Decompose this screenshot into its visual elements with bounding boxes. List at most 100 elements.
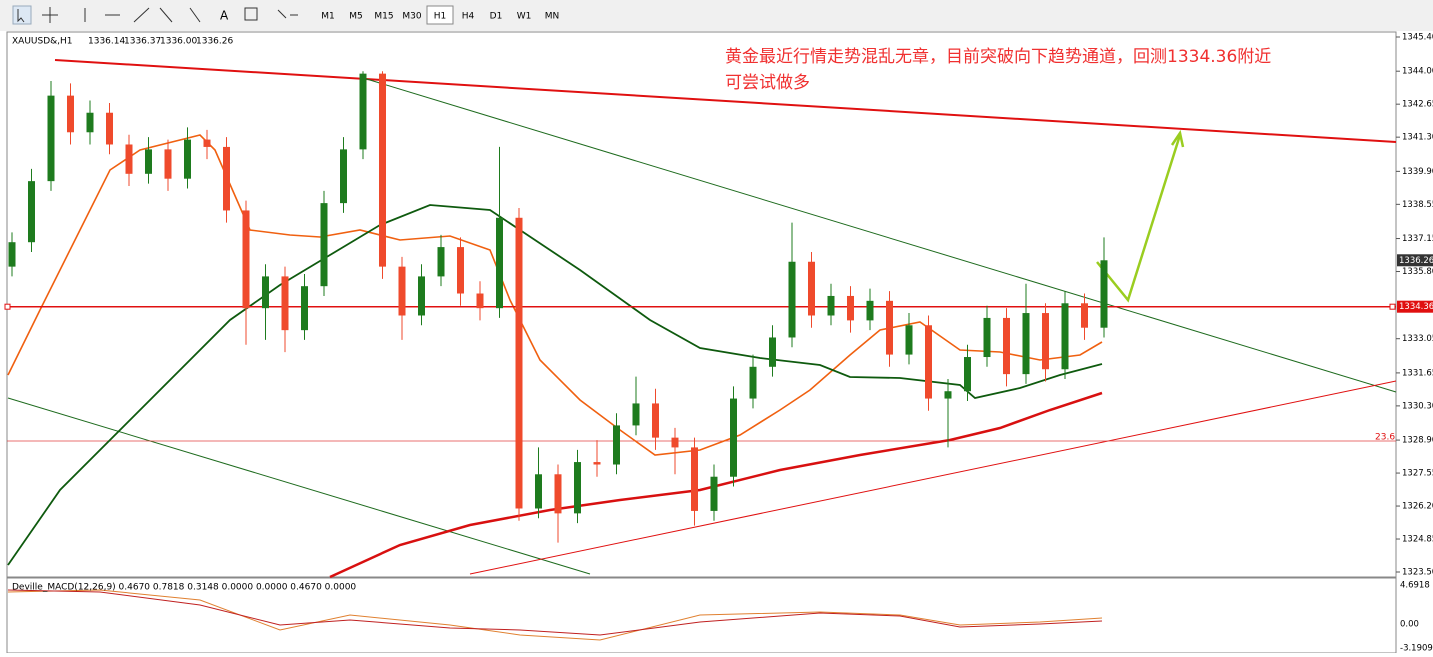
moving-average [329, 391, 1103, 579]
candle-body [262, 276, 269, 309]
price-tick-label: 1328.90 [1402, 436, 1433, 446]
level-handle [4, 303, 11, 310]
timeframe-bar: M1 M5 M15 M30 H1 H4 D1 W1 MN [315, 5, 565, 25]
channel-line [7, 397, 591, 575]
candle-body [944, 391, 952, 399]
chart-area [6, 31, 1397, 578]
candle-body [1100, 260, 1108, 328]
candle-body [574, 462, 581, 514]
candle-body [223, 146, 230, 211]
downtrend-line [54, 59, 1397, 143]
candle-body [983, 317, 991, 358]
candle-body [866, 300, 874, 321]
candle-body [886, 300, 893, 355]
annotation: 可尝试做多 [725, 73, 810, 93]
timeframe-button[interactable] [483, 6, 509, 24]
candle-body [964, 357, 971, 392]
candle-body [827, 295, 835, 316]
candle-body [203, 139, 211, 147]
price-tick-label: 1326.20 [1402, 502, 1433, 512]
candle-body [691, 447, 698, 511]
ohlc-value: 1336.37 [124, 37, 161, 47]
price-tick-label: 1323.50 [1402, 568, 1433, 578]
macd-signal [7, 589, 1103, 636]
timeframe-label: M5 [349, 12, 363, 22]
annotation: 黄金最近行情走势混乱无章，目前突破向下趋势通道，回测1334.36附近 [725, 47, 1271, 67]
price-tick-label: 1342.65 [1402, 100, 1433, 110]
candle-body [613, 425, 620, 465]
fib-label: 23.6 [1375, 433, 1395, 443]
moving-average [7, 134, 1103, 456]
level-handle [1389, 303, 1396, 310]
timeframe-label: M1 [321, 12, 335, 22]
arrow-head [1170, 129, 1185, 148]
timeframe-button[interactable] [539, 6, 565, 24]
price-tick-label: 1344.00 [1402, 67, 1433, 77]
candle-body [106, 112, 113, 145]
price-tick-label: 1337.15 [1402, 234, 1433, 244]
ohlc-value: 1336.00 [160, 37, 197, 47]
candle-body [593, 462, 601, 465]
timeframe-label: M15 [374, 12, 393, 22]
timeframe-button[interactable] [343, 6, 369, 24]
candle-body [632, 403, 640, 426]
svg-text:A: A [220, 9, 229, 23]
candle-body [1042, 313, 1049, 370]
price-tick-label: 1345.40 [1402, 33, 1433, 43]
uptrend-line [469, 380, 1397, 575]
timeframe-button[interactable] [455, 6, 481, 24]
ohlc-value: 1336.26 [196, 37, 233, 47]
candle-body [1003, 317, 1010, 375]
candle-body [340, 149, 347, 204]
candle-body [164, 149, 172, 179]
candle-body [515, 217, 523, 509]
candle-body [242, 210, 250, 309]
candle-body [184, 139, 191, 179]
timeframe-label: H1 [434, 12, 447, 22]
price-tick-label: 1335.80 [1402, 267, 1433, 277]
price-marker [1397, 254, 1433, 267]
candle-body [437, 247, 445, 277]
price-tick-label: 1324.85 [1402, 535, 1433, 545]
candle-body [788, 261, 796, 338]
timeframe-label: M30 [402, 12, 421, 22]
price-tick-label: 1333.05 [1402, 334, 1433, 344]
timeframe-label: W1 [517, 12, 532, 22]
candle-body [1081, 303, 1088, 328]
candle-body [379, 73, 386, 267]
price-tick-label: 1339.90 [1402, 167, 1433, 177]
candle-body [749, 366, 757, 399]
candle-body [535, 474, 542, 509]
timeframe-button[interactable] [371, 6, 397, 24]
timeframe-button[interactable] [511, 6, 537, 24]
candle-body [359, 73, 367, 150]
candle-body [652, 403, 659, 438]
candle-body [125, 144, 133, 174]
price-marker-label: 1334.36 [1399, 302, 1433, 312]
candle-body [847, 295, 854, 321]
candle-body [8, 242, 16, 267]
timeframe-button[interactable] [399, 6, 425, 24]
timeframe-button[interactable] [426, 5, 454, 25]
symbol: XAUUSD&,H1 [12, 37, 73, 47]
candle-body [457, 247, 464, 294]
macd-area [6, 577, 1397, 654]
candle-body [808, 261, 815, 316]
candle-body [730, 398, 737, 477]
overlays [7, 59, 1397, 641]
price-tick-label: 1341.30 [1402, 133, 1433, 143]
timeframe-label: H4 [462, 12, 475, 22]
price-tick-label: 1330.30 [1402, 401, 1433, 411]
timeframe-label: D1 [490, 12, 503, 22]
timeframe-label: MN [545, 12, 560, 22]
candle-body [1061, 303, 1069, 370]
macd-axis-label: 0.00 [1400, 620, 1419, 630]
candle-body [769, 337, 776, 367]
macd-line [7, 589, 1103, 641]
toolbar-icons: A [12, 5, 298, 25]
macd-axis-label: -3.1909 [1400, 644, 1433, 654]
candle-body [67, 95, 74, 133]
price-tick-label: 1327.55 [1402, 469, 1433, 479]
timeframe-button[interactable] [315, 6, 341, 24]
